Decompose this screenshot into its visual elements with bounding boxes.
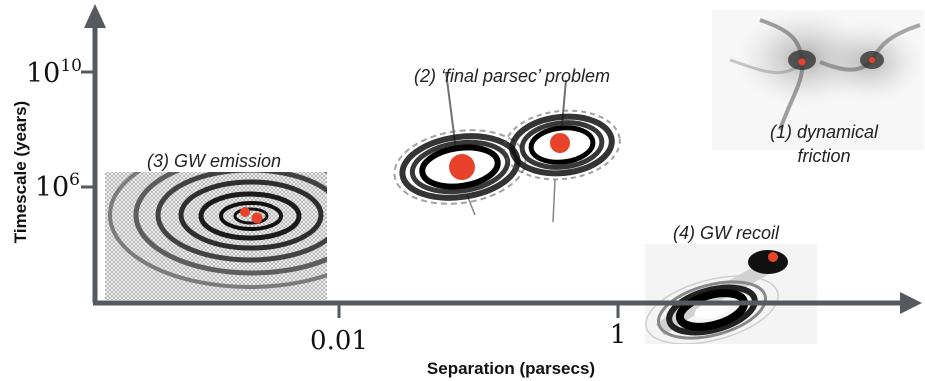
black-hole-icon	[798, 58, 806, 66]
black-hole-icon	[768, 252, 778, 262]
axes	[81, 4, 922, 318]
y-axis-arrow-icon	[84, 4, 106, 28]
black-hole-icon	[869, 57, 875, 63]
y-axis-title: Timescale (years)	[11, 101, 30, 243]
x-axis-title: Separation (parsecs)	[427, 359, 595, 378]
black-hole-icon	[251, 212, 263, 224]
black-hole-icon	[550, 133, 570, 153]
gw-recoil-image	[645, 244, 817, 344]
black-hole-icon	[240, 207, 250, 217]
y-tick-label-1e10: 1010	[26, 56, 82, 89]
dynamical-friction-label-line1: (1) dynamical	[770, 122, 879, 142]
black-hole-icon	[449, 154, 475, 180]
y-tick-label-1e6: 106	[35, 170, 80, 203]
gw-emission-label: (3) GW emission	[147, 151, 281, 171]
x-axis-arrow-icon	[900, 292, 922, 314]
final-parsec-image	[393, 71, 621, 223]
gw-recoil-label: (4) GW recoil	[673, 223, 780, 243]
dynamical-friction-image	[712, 10, 924, 150]
final-parsec-label: (2) ‘final parsec’ problem	[414, 66, 610, 86]
dynamical-friction-label-line2: friction	[797, 146, 850, 166]
x-tick-label-0.01: 0.01	[310, 326, 368, 356]
x-tick-label-1: 1	[610, 320, 627, 350]
gw-emission-image	[105, 172, 327, 300]
